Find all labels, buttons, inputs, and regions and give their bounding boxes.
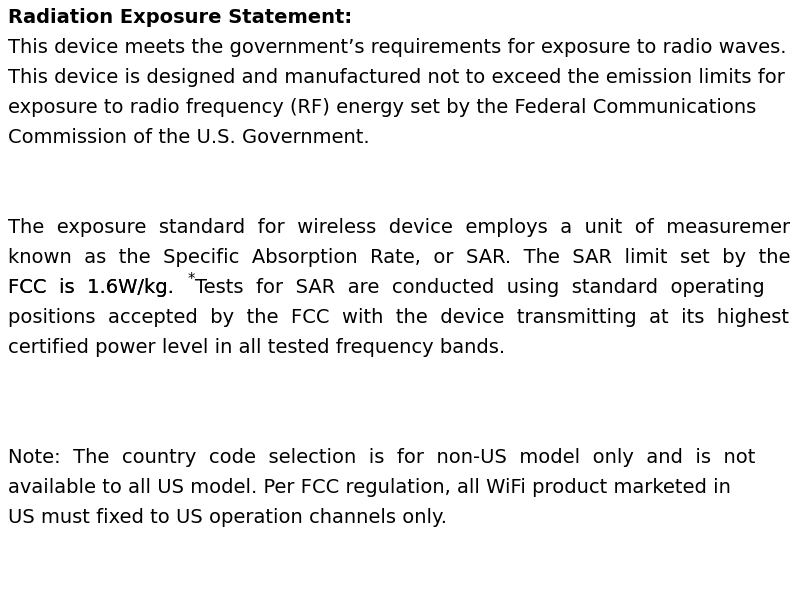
Text: available to all US model. Per FCC regulation, all WiFi product marketed in: available to all US model. Per FCC regul…: [8, 478, 731, 497]
Text: FCC  is  1.6W/kg.: FCC is 1.6W/kg.: [8, 278, 186, 297]
Text: known  as  the  Specific  Absorption  Rate,  or  SAR.  The  SAR  limit  set  by : known as the Specific Absorption Rate, o…: [8, 248, 790, 267]
Text: Tests  for  SAR  are  conducted  using  standard  operating: Tests for SAR are conducted using standa…: [195, 278, 765, 297]
Text: Note:  The  country  code  selection  is  for  non-US  model  only  and  is  not: Note: The country code selection is for …: [8, 448, 755, 467]
Text: US must fixed to US operation channels only.: US must fixed to US operation channels o…: [8, 508, 447, 527]
Text: The  exposure  standard  for  wireless  device  employs  a  unit  of  measuremen: The exposure standard for wireless devic…: [8, 218, 790, 237]
Text: Commission of the U.S. Government.: Commission of the U.S. Government.: [8, 128, 370, 147]
Text: FCC  is  1.6W/kg.: FCC is 1.6W/kg.: [8, 278, 186, 297]
Text: *: *: [187, 272, 195, 287]
Text: This device meets the government’s requirements for exposure to radio waves.: This device meets the government’s requi…: [8, 38, 787, 57]
Text: This device is designed and manufactured not to exceed the emission limits for: This device is designed and manufactured…: [8, 68, 785, 87]
Text: exposure to radio frequency (RF) energy set by the Federal Communications: exposure to radio frequency (RF) energy …: [8, 98, 756, 117]
Text: Radiation Exposure Statement:: Radiation Exposure Statement:: [8, 8, 352, 27]
Text: certified power level in all tested frequency bands.: certified power level in all tested freq…: [8, 338, 505, 357]
Text: positions  accepted  by  the  FCC  with  the  device  transmitting  at  its  hig: positions accepted by the FCC with the d…: [8, 308, 789, 327]
